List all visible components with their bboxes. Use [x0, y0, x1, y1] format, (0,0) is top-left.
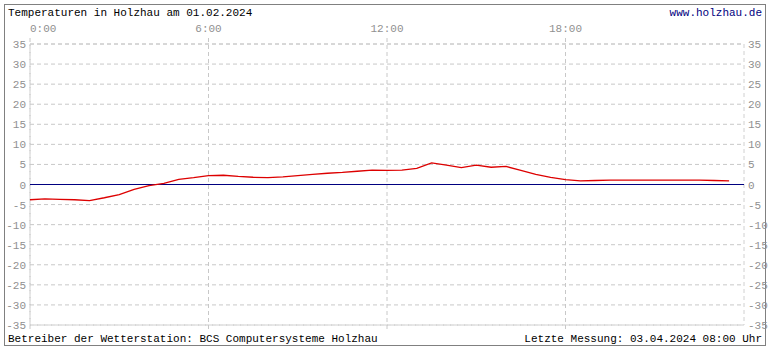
x-tick-label: 6:00	[195, 23, 221, 35]
chart: -35 -35 -30 -30 -25 -25 -20 -20 -15 -15 -10 -10 -5 -5…	[0, 0, 770, 350]
plot-area	[30, 163, 729, 201]
outer-border	[5, 5, 766, 346]
y-tick-label: 5	[19, 159, 26, 171]
footer-right: Letzte Messung: 03.04.2024 08:00 Uhr	[524, 333, 762, 345]
y-tick-label: 20	[748, 99, 761, 111]
y-tick-label: 5	[748, 159, 755, 171]
y-tick-label: -15	[6, 240, 26, 252]
y-tick-label: -30	[6, 300, 26, 312]
x-tick-label: 18:00	[549, 23, 582, 35]
y-tick-label: 0	[748, 180, 755, 192]
plot-frame	[30, 44, 744, 325]
y-tick-label: 35	[748, 39, 761, 51]
grid-line	[387, 38, 388, 331]
y-tick-label: 15	[13, 119, 26, 131]
y-tick-label: -15	[748, 240, 768, 252]
y-tick-label: 0	[19, 180, 26, 192]
y-tick-label: 10	[13, 139, 26, 151]
y-tick-label: 30	[748, 59, 761, 71]
title: Temperaturen in Holzhau am 01.02.2024	[8, 7, 253, 19]
x-tick-label: 0:00	[30, 23, 56, 35]
y-tick-label: -30	[748, 300, 768, 312]
y-tick-label: -5	[13, 200, 26, 212]
y-tick-label: -10	[6, 220, 26, 232]
y-tick-label: -20	[6, 260, 26, 272]
y-tick-label: 20	[13, 99, 26, 111]
grid-line	[30, 184, 744, 185]
y-tick-label: 30	[13, 59, 26, 71]
source-url: www.holzhau.de	[670, 7, 762, 19]
y-tick-label: 35	[13, 39, 26, 51]
grid-line	[30, 64, 744, 65]
y-tick-label: 25	[748, 79, 761, 91]
x-tick-label: 12:00	[370, 23, 403, 35]
y-tick-label: 15	[748, 119, 761, 131]
grid-line	[30, 204, 744, 205]
grid-line	[208, 38, 209, 331]
y-tick-label: -5	[748, 200, 761, 212]
y-tick-label: -10	[748, 220, 768, 232]
y-tick-label: 25	[13, 79, 26, 91]
y-tick-label: -20	[748, 260, 768, 272]
footer-left: Betreiber der Wetterstation: BCS Compute…	[8, 333, 378, 345]
y-tick-label: -25	[748, 280, 768, 292]
grid-line	[565, 38, 566, 331]
grid-line	[30, 224, 744, 225]
grid-line	[30, 38, 31, 331]
y-tick-label: -35	[748, 320, 768, 332]
grid-line	[30, 44, 744, 45]
y-tick-label: -35	[6, 320, 26, 332]
y-tick-label: -25	[6, 280, 26, 292]
y-tick-label: 10	[748, 139, 761, 151]
temperature-line	[30, 163, 729, 201]
